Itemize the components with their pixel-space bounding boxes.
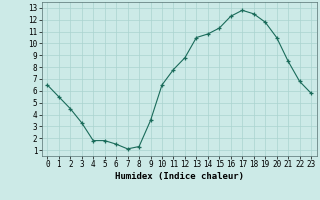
X-axis label: Humidex (Indice chaleur): Humidex (Indice chaleur) [115,172,244,181]
